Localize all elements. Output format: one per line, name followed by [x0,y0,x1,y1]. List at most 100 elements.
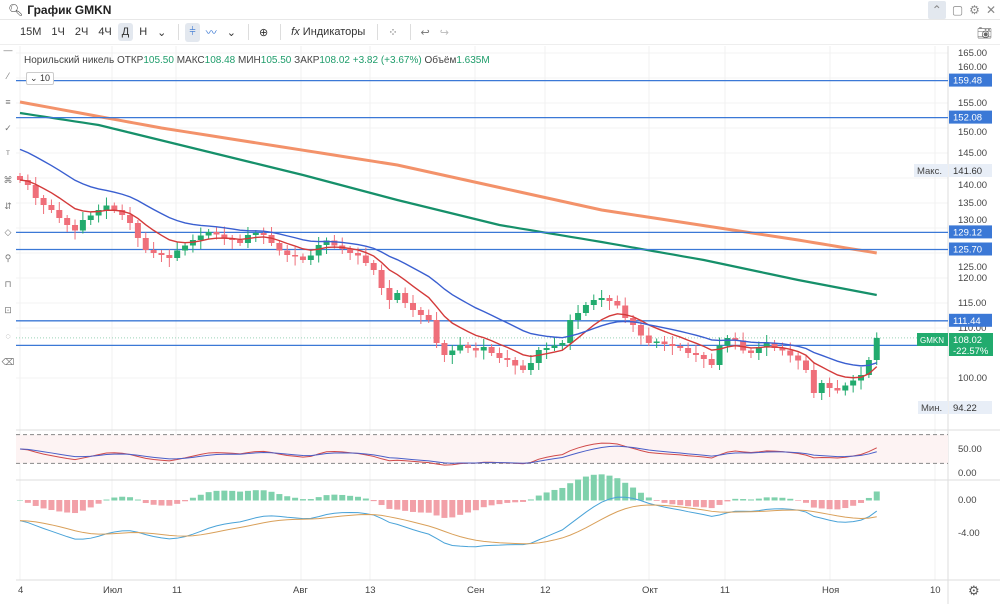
indicators-button[interactable]: fx Индикаторы [287,23,369,41]
redo-icon[interactable]: ↪ [439,26,449,39]
candle-body [142,238,149,250]
interval-4h[interactable]: 4Ч [98,26,112,38]
macd-hist-bar [189,497,196,501]
candle-body [724,338,731,346]
max-value: 141.60 [953,166,982,177]
candle [56,202,63,223]
price-tick: 165.00 [958,48,987,59]
macd-hist-bar [111,497,118,501]
macd-hist-bar [582,476,589,501]
macd-hist-bar [268,491,275,501]
max-value-bg [949,164,992,177]
gear-icon[interactable]: ⚙ [969,3,980,17]
candle-body [425,315,432,320]
candle [527,355,534,375]
candle-body [669,344,676,346]
candle [410,295,416,317]
macd-hist-bar [394,500,401,510]
candle-body [174,250,181,258]
macd-hist-bar [787,498,794,501]
close-icon[interactable]: ✕ [985,3,996,17]
interval-1h[interactable]: 1Ч [51,26,65,38]
macd-hist-bar [496,500,503,505]
lock-icon[interactable]: ⊡ [4,305,12,315]
osc-tick: 0.00 [958,468,977,479]
indicators-collapse-button[interactable]: ⌄ 10 [26,72,55,85]
x-label: 12 [540,585,551,596]
templates-icon[interactable]: ⁘ [388,26,398,39]
macd-hist-bar [834,500,841,510]
search-icon[interactable]: 🔍︎ [8,2,24,17]
candle-body [378,270,385,288]
interval-15m[interactable]: 15М [20,26,42,38]
candle-body [598,298,605,300]
zoom-icon[interactable]: ⚲ [4,253,12,263]
chart-toolbar: 15М 1Ч 2Ч 4Ч Д Н ⌄ ⫩ 〰 ⌄ ⊕ fx Индикаторы… [0,20,1000,45]
trash-icon[interactable]: ⌫ [1,357,15,367]
candle-body [747,350,754,353]
candles-icon[interactable]: ⫩ [185,22,200,42]
settings-icon[interactable]: ⚙ [968,583,980,598]
candle-body [72,225,79,231]
candle [441,340,448,362]
add-compare-icon[interactable]: ⊕ [258,26,269,39]
candle [810,362,817,398]
brush-icon[interactable]: ✓ [4,123,12,133]
interval-day[interactable]: Д [117,23,134,41]
candle [504,350,511,367]
crosshair-icon[interactable]: — [3,45,13,55]
pattern-icon[interactable]: ⌘ [3,175,13,185]
macd-hist-bar [685,500,692,507]
candle [292,247,299,266]
candle-body [95,210,102,216]
macd-hist-bar [527,499,534,501]
x-label: Ноя [822,585,840,596]
macd-hist-bar [551,489,558,501]
candle-body [449,350,456,355]
candle [205,229,212,239]
candle [166,249,173,267]
macd-hist-bar [425,500,432,513]
candle [858,367,865,390]
candle-body [763,343,770,347]
trendline-icon[interactable]: ⁄ [7,71,9,81]
undo-icon[interactable]: ↩ [420,26,430,39]
candle-body [520,365,527,370]
candle [575,305,582,329]
camera-icon[interactable]: 📷︎ [976,26,992,40]
eraser-icon[interactable]: ◇ [4,227,12,237]
line-chart-icon[interactable]: 〰 [205,27,217,39]
measure-icon[interactable]: ⇵ [4,201,12,211]
eye-icon[interactable]: ◌ [5,331,11,341]
chevron-up-icon[interactable]: ⌃ [927,1,946,19]
candle [252,230,259,242]
text-icon[interactable]: ᵀ [6,149,10,159]
candle-body [472,348,479,351]
candle [174,242,181,261]
ma-green-line [19,111,877,297]
candle-body [590,300,597,305]
chevron-down-icon[interactable]: ⌄ [157,26,167,39]
candle [299,253,306,263]
candle [362,247,369,266]
divider [247,24,249,40]
macd-hist-bar [716,500,723,505]
candle-body [417,310,424,315]
maximize-icon[interactable]: ▢ [951,3,964,17]
fib-icon[interactable]: ≡ [5,97,11,107]
candle-body [512,360,519,366]
level-label-bg [949,110,992,124]
candle [87,212,94,225]
chevron-down-icon[interactable]: ⌄ [226,26,236,39]
macd-hist-bar [567,483,574,501]
macd-hist-bar [72,500,79,514]
interval-week[interactable]: Н [139,26,148,38]
interval-2h[interactable]: 2Ч [74,26,89,38]
macd-hist-bar [575,479,582,501]
candle [213,226,220,240]
magnet-icon[interactable]: ⊓ [4,279,12,289]
macd-hist-bar [747,499,754,501]
x-label: 4 [18,585,24,596]
level-label: 159.48 [953,76,982,87]
